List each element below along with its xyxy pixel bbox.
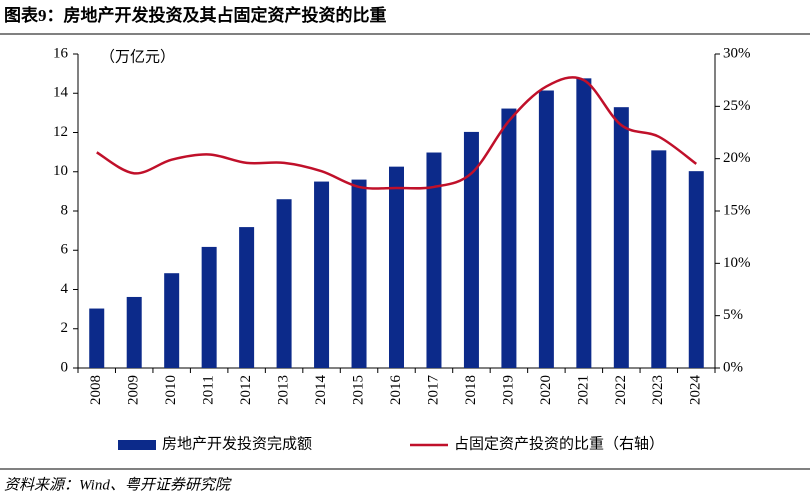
bar [426, 152, 442, 368]
y-tick-label: 0 [61, 359, 69, 375]
x-tick-label: 2011 [201, 375, 217, 404]
y-tick-label: 12 [53, 124, 68, 140]
x-tick-label: 2019 [500, 375, 516, 405]
bar [688, 171, 704, 368]
x-tick-label: 2020 [538, 375, 554, 405]
x-tick-label: 2012 [238, 375, 254, 405]
bar [164, 273, 180, 368]
bar [89, 308, 105, 368]
x-tick-label: 2014 [313, 375, 329, 406]
bar [613, 107, 629, 368]
bar [576, 78, 592, 369]
y-tick-label: 6 [61, 242, 69, 258]
line [96, 76, 698, 190]
x-tick-label: 2021 [575, 375, 591, 405]
x-tick-label: 2015 [350, 375, 366, 405]
bar [314, 181, 330, 368]
chart-title: 图表9：房地产开发投资及其占固定资产投资的比重 [4, 5, 387, 25]
y-tick-label: 16 [53, 45, 69, 61]
y2-tick-label: 5% [723, 307, 743, 323]
x-tick-label: 2013 [276, 375, 292, 405]
bar [276, 199, 292, 368]
y-tick-label: 10 [53, 163, 68, 179]
legend-label: 房地产开发投资完成额 [162, 435, 312, 452]
y2-tick-label: 20% [723, 150, 751, 166]
x-tick-label: 2010 [163, 375, 179, 405]
legend-swatch [118, 440, 156, 450]
bar [538, 90, 554, 368]
bar [501, 108, 517, 369]
y2-tick-label: 0% [723, 359, 743, 375]
y-unit: （万亿元） [100, 48, 175, 65]
y-tick-label: 4 [61, 281, 69, 297]
y2-tick-label: 10% [723, 255, 751, 271]
y2-tick-label: 30% [723, 45, 751, 61]
x-tick-label: 2017 [425, 375, 441, 406]
bar [201, 246, 217, 368]
y-tick-label: 14 [53, 85, 69, 101]
x-tick-label: 2024 [688, 375, 704, 406]
bar [463, 131, 479, 368]
x-tick-label: 2009 [126, 375, 142, 405]
x-tick-label: 2016 [388, 375, 404, 406]
y-tick-label: 2 [61, 320, 69, 336]
bar [239, 227, 255, 368]
x-tick-label: 2023 [650, 375, 666, 405]
x-tick-label: 2022 [613, 375, 629, 405]
y2-tick-label: 15% [723, 202, 751, 218]
bar [389, 166, 404, 368]
legend-label: 占固定资产投资的比重（右轴） [454, 435, 664, 452]
source: 资料来源：Wind、粤开证券研究院 [4, 476, 232, 493]
y-tick-label: 8 [61, 202, 69, 218]
x-tick-label: 2008 [88, 375, 104, 405]
x-tick-label: 2018 [463, 375, 479, 405]
bar [651, 150, 667, 368]
y2-tick-label: 25% [723, 98, 751, 114]
bar [351, 179, 367, 368]
bar [126, 296, 142, 368]
